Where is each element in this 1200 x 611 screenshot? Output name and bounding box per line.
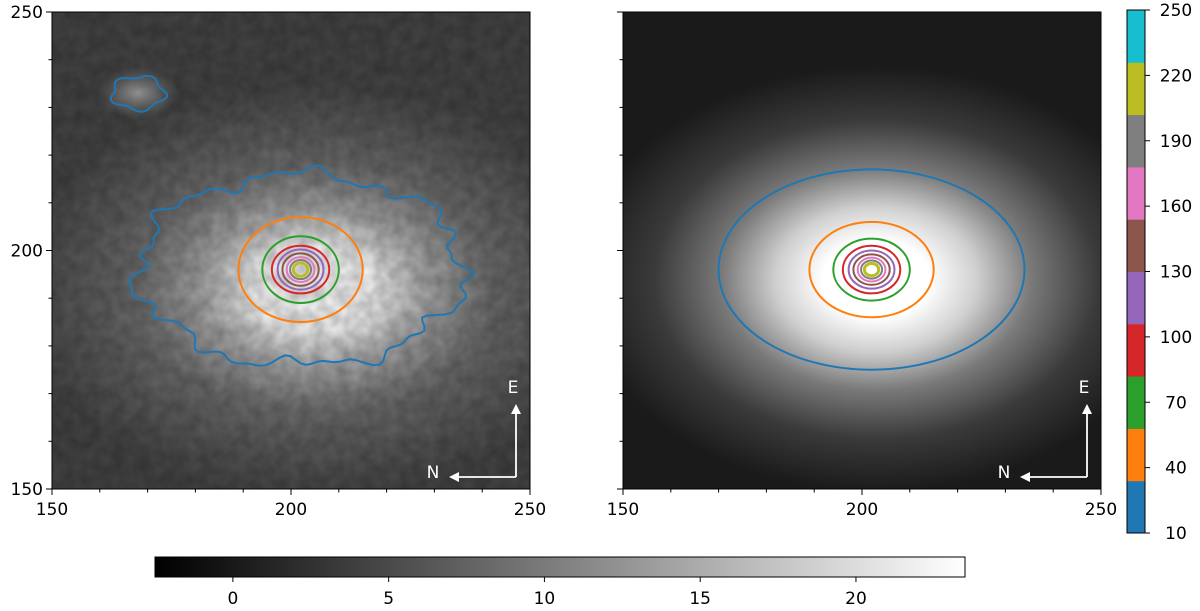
- model-image: [623, 12, 1101, 489]
- intensity-tick-label: 5: [383, 589, 394, 609]
- model-panel: 150 200 250 E N: [607, 11, 1117, 520]
- intensity-tick-label: 0: [227, 589, 238, 609]
- model-contours: [717, 168, 1026, 371]
- contour-level-10: [127, 164, 476, 367]
- contour-level-220: [860, 259, 884, 280]
- model-axes: 150 200 250: [607, 11, 1117, 520]
- colorbar-tick-label: 40: [1165, 459, 1187, 479]
- x-tick-label: 150: [36, 500, 68, 520]
- contour-level-130: [276, 248, 325, 291]
- intensity-tick-label: 10: [534, 589, 556, 609]
- intensity-tick-label: 15: [689, 589, 711, 609]
- contour-level-190: [285, 256, 316, 283]
- colorbar-segment: [1127, 114, 1145, 168]
- contour-level-40: [237, 216, 364, 324]
- colorbar-tick-label: 190: [1160, 132, 1192, 152]
- contour-level-130: [847, 249, 896, 290]
- contour-level-100: [841, 244, 902, 295]
- colorbar-tick-label: 70: [1165, 393, 1187, 413]
- colorbar-segment: [1127, 480, 1145, 534]
- contour-level-190: [856, 256, 887, 283]
- observed-contours: [109, 74, 476, 367]
- compass-north-label: N: [998, 463, 1011, 483]
- x-tick-label: 150: [607, 500, 639, 520]
- observed-axes: 150 200 250 150 200 250: [11, 3, 547, 520]
- colorbar-tick-label: 160: [1160, 197, 1192, 217]
- colorbar-segment: [1127, 10, 1145, 63]
- intensity-colorbar: 0 5 10 15 20: [154, 556, 966, 609]
- model-frame: [622, 11, 1102, 490]
- intensity-tick-label: 20: [845, 589, 867, 609]
- intensity-colorbar-gradient: [154, 556, 966, 578]
- contour-level-colorbar: 10 40 70 100 130 160 190 220 250: [1126, 1, 1192, 544]
- contour-level-40: [808, 220, 935, 319]
- colorbar-tick-label: 250: [1160, 1, 1192, 21]
- y-tick-label: 250: [11, 3, 43, 23]
- contour-level-160: [281, 252, 320, 287]
- colorbar-segment: [1127, 323, 1145, 377]
- colorbar-segment: [1127, 219, 1145, 272]
- y-tick-label: 200: [11, 242, 43, 262]
- colorbar-segment: [1127, 428, 1145, 482]
- contour-level-220: [289, 259, 313, 281]
- compass-east-label: E: [508, 378, 519, 398]
- contour-level-250: [291, 261, 310, 278]
- contour-level-70: [832, 237, 911, 302]
- colorbar-tick-label: 220: [1160, 66, 1192, 86]
- compass-left: E N: [427, 378, 521, 483]
- colorbar-segment: [1127, 62, 1145, 116]
- contour-level-250: [862, 261, 881, 278]
- contour-level-70: [261, 235, 340, 304]
- compass-north-label: N: [427, 463, 440, 483]
- x-tick-label: 200: [846, 500, 878, 520]
- observed-panel: 150 200 250 150 200 250 E N: [11, 3, 547, 520]
- secondary-source-contour: [109, 74, 169, 113]
- compass-right: E N: [998, 378, 1092, 483]
- colorbar-segment: [1127, 376, 1145, 429]
- colorbar-tick-label: 130: [1160, 263, 1192, 283]
- colorbar-segment: [1127, 271, 1145, 325]
- compass-east-label: E: [1079, 378, 1090, 398]
- contour-level-160: [852, 253, 891, 286]
- colorbar-tick-label: 100: [1160, 328, 1192, 348]
- x-tick-label: 200: [275, 500, 307, 520]
- colorbar-segment: [1127, 166, 1145, 220]
- x-tick-label: 250: [514, 500, 546, 520]
- x-tick-label: 250: [1085, 500, 1117, 520]
- y-tick-label: 150: [11, 480, 43, 500]
- contour-level-10: [717, 168, 1026, 371]
- colorbar-tick-label: 10: [1165, 524, 1187, 544]
- contour-level-100: [270, 244, 331, 295]
- observed-frame: [51, 11, 531, 490]
